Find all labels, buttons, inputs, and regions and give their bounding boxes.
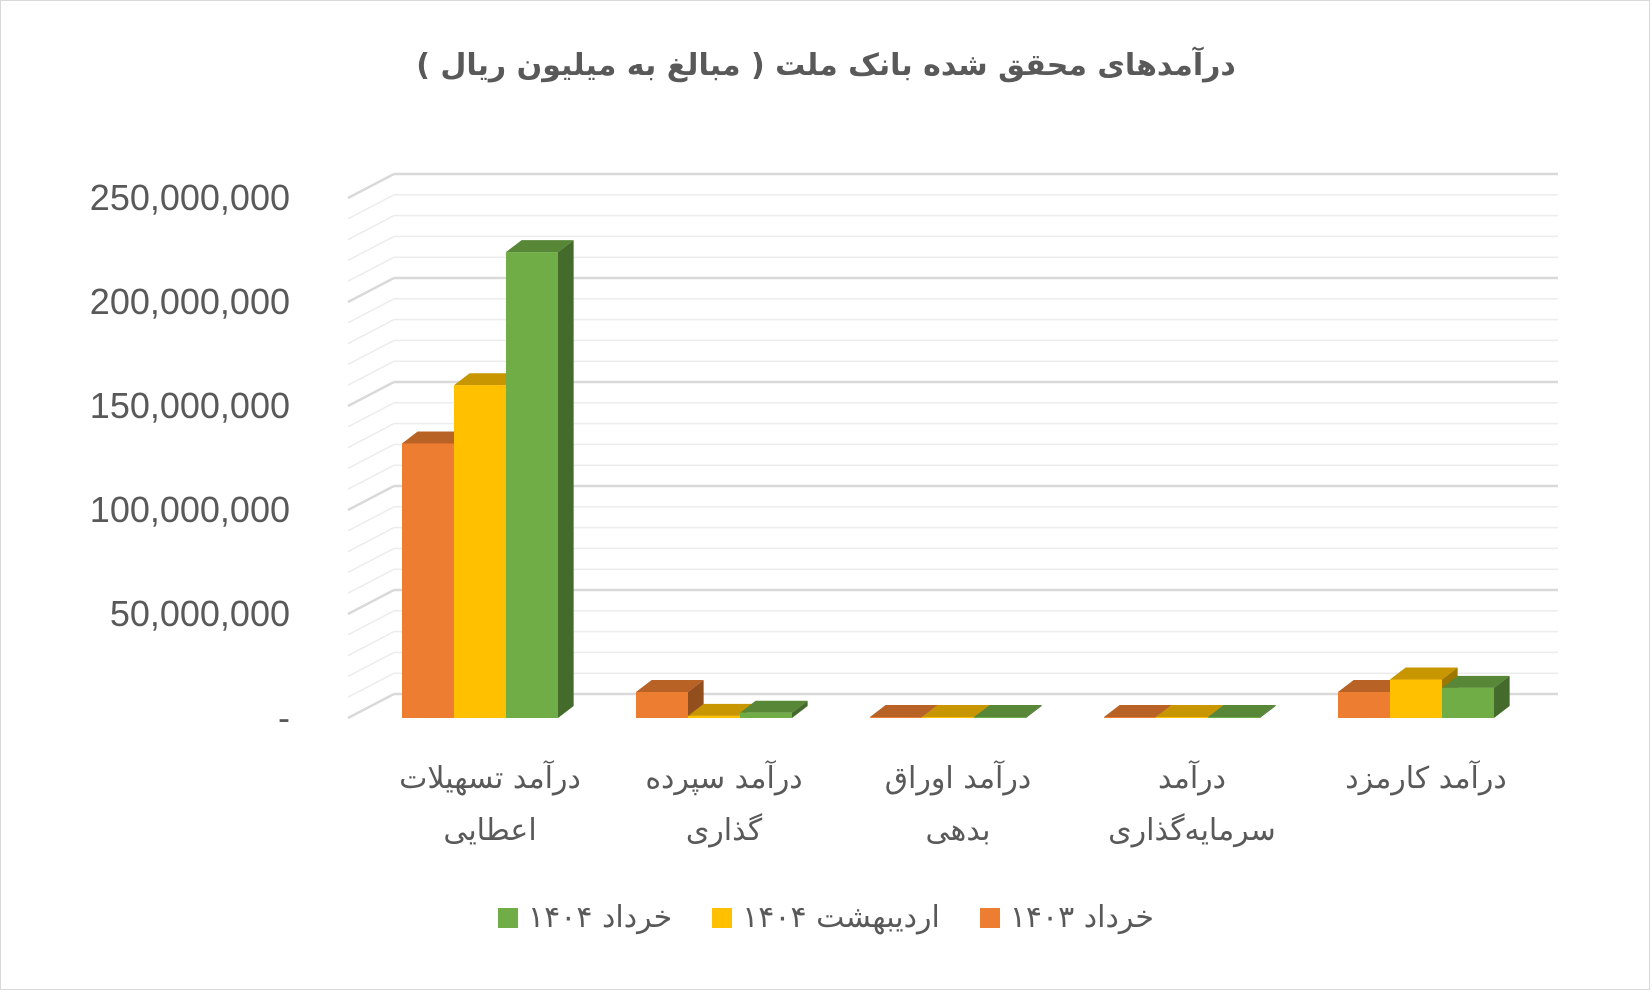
gridline-side bbox=[347, 630, 395, 657]
gridline-side bbox=[347, 256, 395, 282]
gridline-side bbox=[347, 547, 395, 574]
bar-top bbox=[974, 705, 1042, 717]
bar-side bbox=[792, 700, 808, 718]
gridline-side bbox=[347, 526, 395, 553]
gridline-side bbox=[347, 402, 395, 428]
bar-side bbox=[1494, 675, 1510, 718]
x-tick-label: درآمد اوراق bbox=[885, 760, 1031, 796]
y-tick-label: 150,000,000 bbox=[90, 385, 290, 426]
y-tick-label: 100,000,000 bbox=[90, 489, 290, 530]
gridline-side bbox=[347, 214, 395, 241]
bar-top bbox=[1442, 675, 1510, 688]
gridline-side bbox=[347, 506, 395, 532]
gridline-side bbox=[347, 484, 395, 512]
bar bbox=[506, 252, 558, 718]
y-tick-label: - bbox=[278, 697, 290, 738]
bar bbox=[636, 692, 688, 718]
gridline-side bbox=[347, 276, 395, 304]
legend-label: خرداد ۱۴۰۴ bbox=[528, 900, 673, 935]
bar-top bbox=[454, 373, 522, 386]
gridline-side bbox=[347, 172, 395, 200]
legend-item: خرداد ۱۴۰۴ bbox=[498, 900, 672, 935]
bar-top bbox=[1390, 667, 1458, 680]
bar-top bbox=[740, 700, 808, 713]
legend-label: اردیبهشت ۱۴۰۴ bbox=[742, 900, 940, 935]
x-tick-label: گذاری bbox=[686, 813, 763, 848]
gridline-side bbox=[347, 588, 395, 616]
chart-legend: خرداد ۱۴۰۳ اردیبهشت ۱۴۰۴ خرداد ۱۴۰۴ bbox=[0, 900, 1652, 935]
bar-top bbox=[636, 680, 704, 692]
bar bbox=[688, 715, 740, 718]
bar bbox=[1104, 717, 1156, 718]
bar bbox=[454, 385, 506, 718]
bar bbox=[1338, 692, 1390, 718]
bar-top bbox=[870, 705, 938, 717]
x-tick-label: اعطایی bbox=[443, 813, 536, 848]
bar-top bbox=[1156, 705, 1224, 717]
bar-top bbox=[506, 240, 574, 253]
x-tick-label: بدهی bbox=[926, 813, 991, 848]
gridline-side bbox=[347, 692, 395, 720]
bar-top bbox=[1338, 680, 1406, 692]
legend-item: خرداد ۱۴۰۳ bbox=[979, 900, 1154, 935]
bar-top bbox=[688, 703, 756, 716]
bar bbox=[922, 717, 974, 718]
bar-side bbox=[1026, 705, 1042, 718]
bar-top bbox=[1208, 705, 1276, 717]
bar-top bbox=[1104, 705, 1172, 717]
y-tick-label: 50,000,000 bbox=[110, 593, 290, 634]
x-tick-label: درآمد تسهیلات bbox=[399, 760, 581, 796]
gridline-side bbox=[347, 339, 395, 366]
gridline-side bbox=[347, 443, 395, 470]
bar bbox=[870, 717, 922, 718]
gridline-side bbox=[347, 422, 395, 449]
bar bbox=[1208, 717, 1260, 718]
bar bbox=[1442, 687, 1494, 718]
gridline-side bbox=[347, 298, 395, 324]
y-tick-label: 250,000,000 bbox=[90, 177, 290, 218]
bar-top bbox=[402, 431, 470, 444]
legend-label: خرداد ۱۴۰۳ bbox=[1009, 900, 1154, 935]
chart-title: درآمدهای محقق شده بانک ملت ( مبالغ به می… bbox=[416, 48, 1236, 83]
legend-swatch bbox=[979, 907, 1000, 928]
x-tick-label: درآمد bbox=[1158, 760, 1226, 796]
gridline-side bbox=[347, 672, 395, 698]
bar bbox=[402, 443, 454, 718]
gridline-side bbox=[347, 194, 395, 220]
gridline-side bbox=[347, 651, 395, 678]
bar bbox=[974, 717, 1026, 718]
gridline-side bbox=[347, 610, 395, 636]
gridline-side bbox=[347, 464, 395, 490]
gridline-side bbox=[347, 318, 395, 345]
x-tick-label: سرمایه‌گذاری bbox=[1108, 813, 1276, 848]
y-tick-label: 200,000,000 bbox=[90, 281, 290, 322]
x-tick-label: درآمد سپرده bbox=[645, 760, 802, 796]
gridline-side bbox=[347, 235, 395, 262]
gridline-side bbox=[347, 568, 395, 594]
gridline-side bbox=[347, 380, 395, 408]
bar bbox=[740, 712, 792, 718]
bar bbox=[1390, 679, 1442, 718]
bar-side bbox=[558, 240, 574, 718]
bar bbox=[1156, 717, 1208, 718]
x-tick-label: درآمد کارمزد bbox=[1345, 760, 1506, 796]
gridline-side bbox=[347, 360, 395, 386]
bar-top bbox=[922, 705, 990, 717]
legend-swatch bbox=[712, 907, 733, 928]
legend-swatch bbox=[498, 907, 519, 928]
legend-item: اردیبهشت ۱۴۰۴ bbox=[712, 900, 940, 935]
bar-side bbox=[1260, 705, 1276, 718]
